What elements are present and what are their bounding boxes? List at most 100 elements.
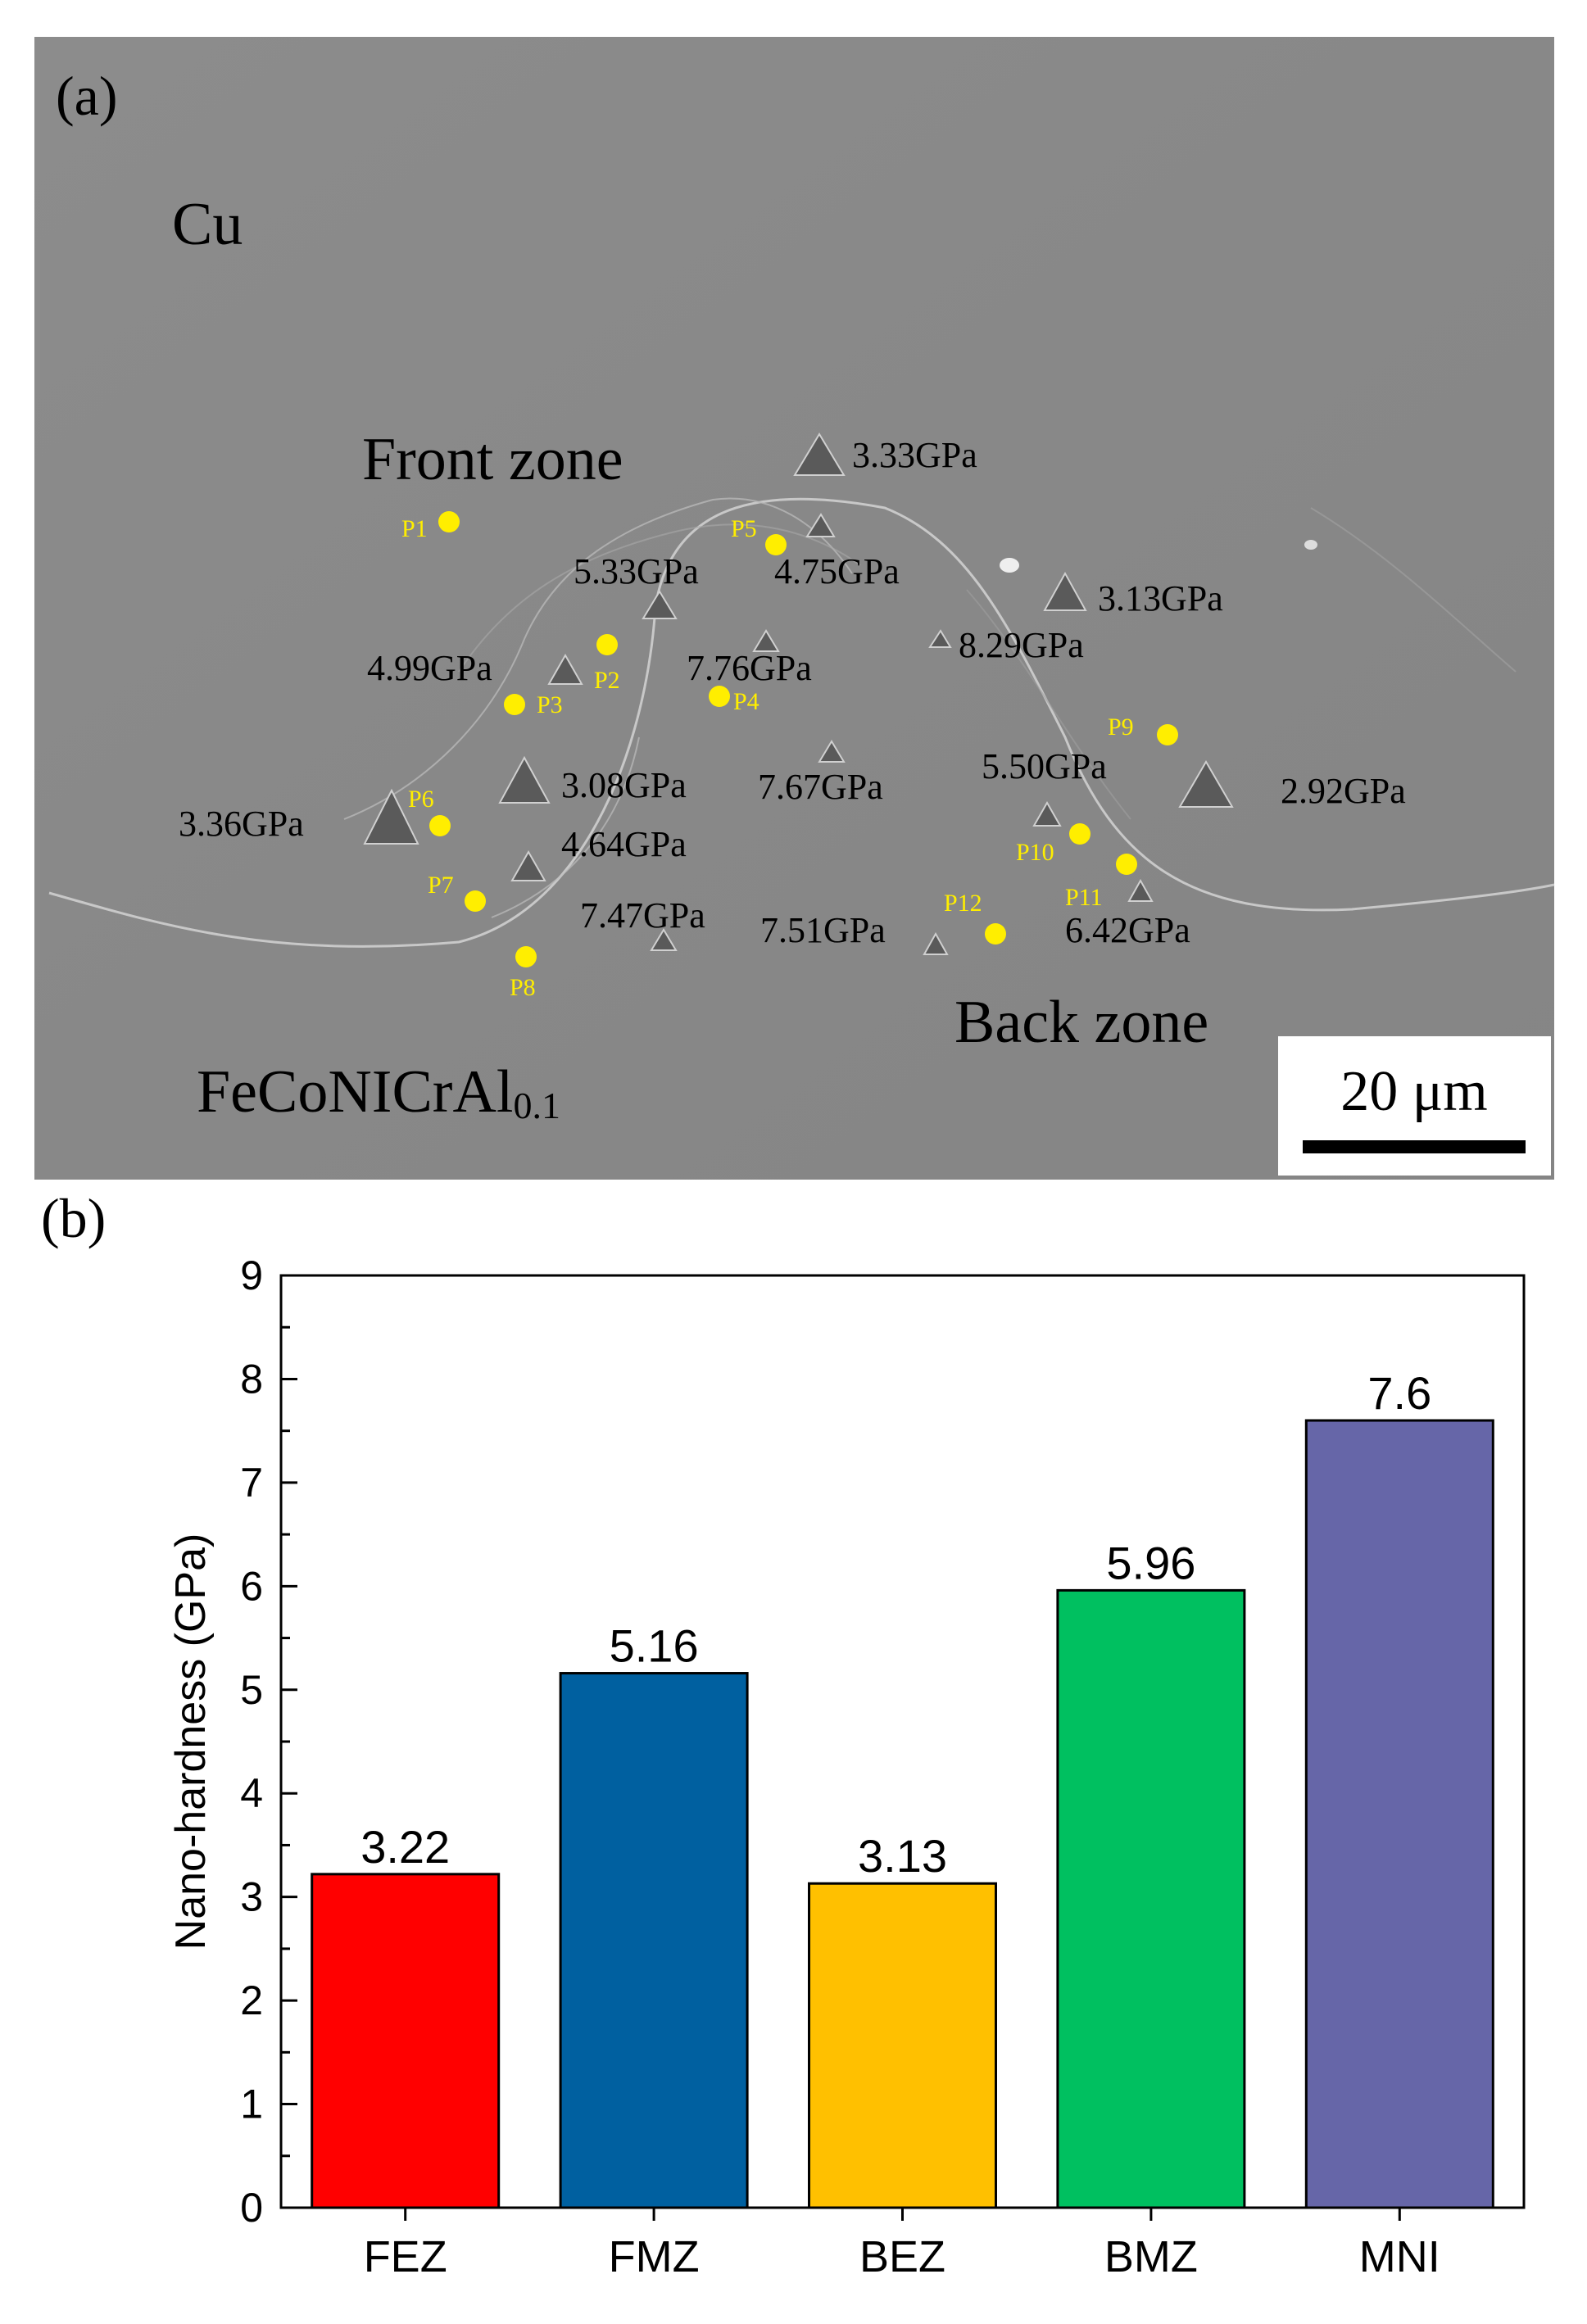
indent-mark — [752, 629, 780, 652]
point-label: P7 — [428, 872, 454, 899]
indent-mark — [1043, 571, 1087, 611]
y-tick-label: 1 — [240, 2082, 263, 2127]
point-marker — [1157, 724, 1178, 745]
hardness-bar-chart: 0 1 2 3 4 5 6 7 8 9 Nano-hardness (GPa) 3.22 FEZ 5.16… — [167, 1253, 1526, 2281]
indent-marks — [363, 433, 1234, 955]
hardness-readings: 3.33GPa 5.33GPa 4.75GPa 3.13GPa 8.29GPa … — [179, 435, 1406, 950]
indent-mark — [793, 433, 846, 476]
point-marker — [504, 694, 525, 715]
bar — [559, 1672, 749, 2209]
hardness-reading: 7.67GPa — [758, 767, 883, 807]
x-tick-label: FMZ — [609, 2232, 700, 2281]
alloy-label: FeCoNICrAl0.1 — [197, 1058, 560, 1126]
bar-value-label: 5.96 — [1106, 1537, 1195, 1588]
point-label: P4 — [733, 688, 759, 715]
indent-mark — [1032, 800, 1062, 827]
x-tick-label: MNI — [1359, 2232, 1440, 2281]
point-marker — [438, 511, 460, 532]
point-labels: P1 P2 P3 P4 P5 P6 P7 P8 P9 P10 P11 P12 — [401, 515, 1134, 1001]
point-label: P8 — [510, 974, 536, 1001]
front-zone-label: Front zone — [362, 426, 623, 493]
sem-background — [34, 37, 1554, 1180]
hardness-reading: 3.33GPa — [852, 435, 977, 475]
point-marker — [1069, 823, 1090, 845]
point-label: P11 — [1065, 884, 1103, 911]
flow-line — [458, 523, 861, 673]
hardness-reading: 3.13GPa — [1098, 578, 1223, 618]
point-label: P10 — [1016, 839, 1054, 866]
point-label: P12 — [944, 890, 982, 917]
bar — [1304, 1419, 1494, 2209]
point-marker — [429, 815, 451, 836]
indent-mark — [1178, 760, 1234, 808]
bar-value-label: 3.22 — [360, 1821, 450, 1873]
alloy-label-main: FeCoNICrAl — [197, 1058, 513, 1126]
x-tick-label: FEZ — [364, 2232, 447, 2281]
indent-mark — [923, 931, 949, 955]
y-tick-label: 9 — [240, 1253, 263, 1298]
x-tick-label: BEZ — [859, 2232, 945, 2281]
panel-a-label: (a) — [56, 65, 117, 127]
bar — [808, 1882, 997, 2209]
indent-mark — [642, 590, 678, 619]
bar-value-label: 3.13 — [858, 1830, 947, 1882]
indent-mark — [818, 740, 846, 763]
cu-label: Cu — [172, 191, 243, 258]
scale-bar-line — [1303, 1140, 1526, 1153]
bright-particle — [1000, 558, 1019, 573]
hardness-reading: 5.33GPa — [574, 551, 699, 591]
hardness-reading: 7.47GPa — [580, 895, 705, 935]
point-label: P6 — [408, 786, 434, 813]
flow-line — [491, 736, 640, 918]
point-marker — [985, 923, 1006, 945]
point-marker — [709, 686, 730, 707]
point-label: P1 — [401, 515, 428, 542]
flow-line — [1310, 507, 1517, 673]
alloy-label-subscript: 0.1 — [513, 1085, 560, 1126]
point-marker — [1116, 854, 1137, 875]
indent-mark — [1127, 878, 1154, 902]
point-label: P5 — [731, 515, 757, 542]
weld-boundary-outer — [48, 497, 1555, 948]
hardness-reading: 7.51GPa — [760, 910, 886, 950]
y-tick-label: 7 — [240, 1460, 263, 1506]
back-zone-label: Back zone — [954, 989, 1208, 1056]
scale-bar: 20 μm — [1278, 1036, 1551, 1176]
point-marker — [465, 890, 486, 912]
y-tick-label: 2 — [240, 1977, 263, 2023]
hardness-reading: 2.92GPa — [1281, 771, 1406, 811]
point-marker — [515, 946, 537, 967]
y-tick-label: 6 — [240, 1563, 263, 1609]
bar — [311, 1873, 501, 2209]
indent-mark — [363, 788, 419, 845]
point-marker — [596, 634, 618, 655]
indent-mark — [805, 513, 836, 537]
indent-mark — [510, 849, 546, 881]
point-label: P2 — [594, 667, 620, 694]
y-tick-label: 8 — [240, 1356, 263, 1402]
point-marker — [765, 534, 787, 555]
hardness-reading: 4.64GPa — [561, 824, 687, 864]
hardness-reading: 3.08GPa — [561, 765, 687, 805]
y-tick-label: 0 — [240, 2185, 263, 2231]
indent-mark — [928, 629, 952, 648]
hardness-reading: 8.29GPa — [959, 625, 1084, 665]
y-tick-label: 3 — [240, 1874, 263, 1920]
hardness-reading: 4.99GPa — [367, 648, 492, 688]
y-axis-title: Nano-hardness (GPa) — [167, 1533, 215, 1950]
y-tick-label: 5 — [240, 1667, 263, 1713]
measurement-points — [429, 511, 1178, 967]
flow-line — [966, 589, 1131, 820]
hardness-reading: 7.76GPa — [687, 648, 812, 688]
y-tick-label: 4 — [240, 1770, 263, 1816]
bar-value-label: 5.16 — [610, 1620, 699, 1672]
x-tick-label: BMZ — [1104, 2232, 1198, 2281]
scale-bar-label: 20 μm — [1340, 1060, 1487, 1123]
bright-particle — [1304, 540, 1317, 550]
indent-mark — [650, 928, 678, 951]
hardness-reading: 6.42GPa — [1065, 910, 1190, 950]
panel-b-label: (b) — [41, 1187, 106, 1249]
bar — [1056, 1588, 1246, 2209]
point-label: P9 — [1108, 714, 1134, 741]
